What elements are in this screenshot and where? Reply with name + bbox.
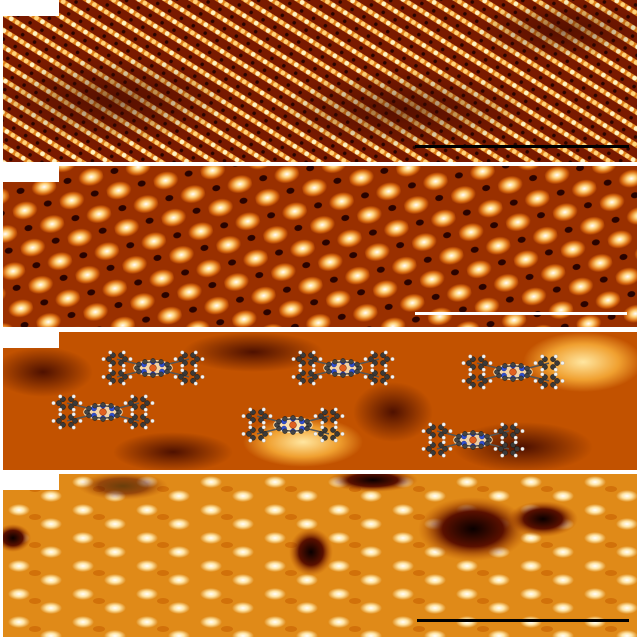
porphyrin-molecule [51, 394, 155, 430]
porphyrin-molecule [461, 354, 565, 390]
panel-label-box-a [3, 0, 59, 16]
scale-bar-d [417, 619, 629, 622]
stm-image-molecular-overlay [3, 332, 637, 470]
stm-panel-b [3, 166, 637, 327]
stm-image-protrusion-lattice [3, 166, 637, 327]
scale-bar-b [415, 312, 627, 315]
stm-panel-d [3, 474, 637, 637]
panel-label-box-c [3, 332, 59, 348]
porphyrin-molecule [421, 422, 525, 458]
stm-image-molecular-lattice [3, 474, 637, 637]
panel-label-box-d [3, 474, 59, 490]
porphyrin-molecule [101, 350, 205, 386]
porphyrin-molecule [241, 407, 345, 443]
stm-image-atomic-lattice [3, 0, 637, 162]
panel-label-box-b [3, 166, 59, 182]
porphyrin-molecule [291, 350, 395, 386]
scale-bar-a [415, 145, 629, 148]
molecule-models [51, 350, 565, 458]
stm-panel-c [3, 332, 637, 470]
stm-panel-a [3, 0, 637, 162]
